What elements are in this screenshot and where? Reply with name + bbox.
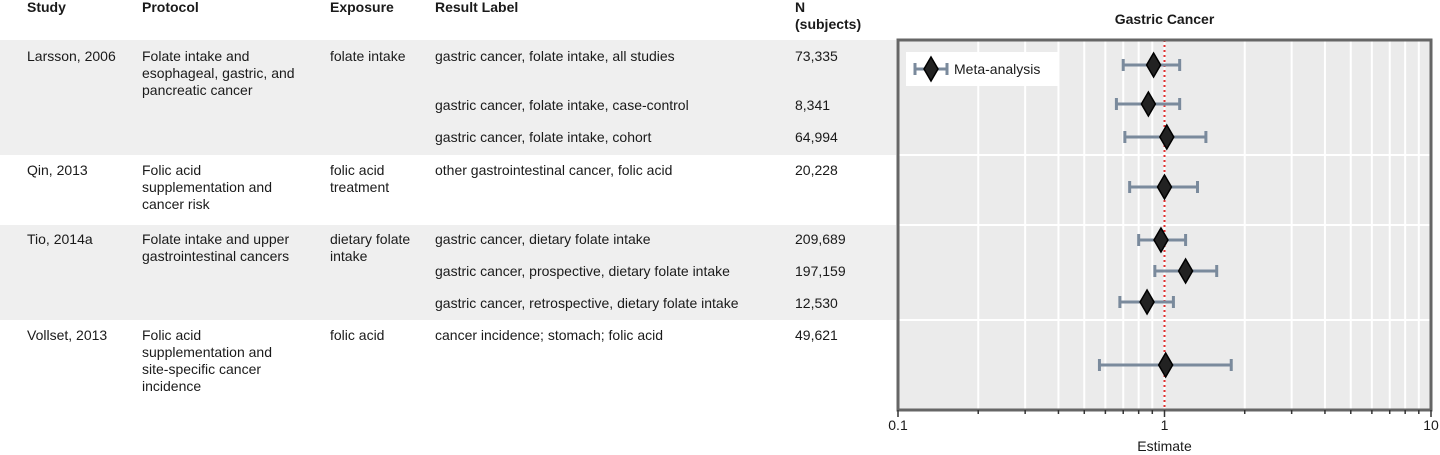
cell-protocol: Folic acid supplementation and cancer ri… (142, 162, 272, 212)
cell-result-label: other gastrointestinal cancer, folic aci… (435, 162, 673, 178)
cell-protocol: Folic acid supplementation and site-spec… (142, 327, 272, 394)
cell-result-label: gastric cancer, prospective, dietary fol… (435, 263, 730, 279)
cell-study: Tio, 2014a (27, 231, 93, 247)
cell-n: 20,228 (795, 162, 838, 178)
cell-protocol: Folate intake and upper gastrointestinal… (142, 231, 290, 264)
chart-title: Gastric Cancer (1115, 11, 1215, 27)
cell-n: 8,341 (795, 97, 831, 113)
cell-n: 12,530 (795, 295, 838, 311)
x-axis-title: Estimate (1137, 438, 1192, 454)
header-result-label: Result Label (435, 0, 519, 15)
cell-result-label: gastric cancer, folate intake, cohort (435, 129, 652, 145)
cell-exposure: folic acid treatment (330, 162, 390, 195)
cell-n: 197,159 (795, 263, 846, 279)
cell-result-label: gastric cancer, folate intake, all studi… (435, 48, 675, 64)
estimate-diamond-marker (1145, 51, 1162, 79)
cell-study: Qin, 2013 (27, 162, 88, 178)
header-n: N (subjects) (795, 0, 862, 32)
row-band (0, 40, 896, 155)
estimate-diamond-marker (1158, 123, 1175, 151)
estimate-diamond-marker (1139, 288, 1155, 316)
header-study: Study (27, 0, 66, 15)
cell-study: Vollset, 2013 (27, 327, 108, 343)
cell-n: 49,621 (795, 327, 838, 343)
header-exposure: Exposure (330, 0, 394, 15)
estimate-diamond-marker (1157, 351, 1174, 379)
cell-n: 209,689 (795, 231, 846, 247)
x-tick-label: 1 (1161, 417, 1169, 433)
cell-result-label: gastric cancer, folate intake, case-cont… (435, 97, 689, 113)
cell-result-label: cancer incidence; stomach; folic acid (435, 327, 663, 343)
estimate-diamond-marker (1177, 257, 1194, 285)
cell-exposure: folate intake (330, 48, 406, 64)
cell-exposure: folic acid (330, 327, 385, 343)
legend-label: Meta-analysis (954, 61, 1040, 77)
row-band (0, 225, 896, 320)
header-protocol: Protocol (142, 0, 199, 15)
cell-protocol: Folate intake and esophageal, gastric, a… (142, 48, 295, 98)
cell-n: 73,335 (795, 48, 838, 64)
x-tick-label: 10 (1423, 417, 1439, 433)
cell-result-label: gastric cancer, dietary folate intake (435, 231, 651, 247)
x-tick-label: 0.1 (888, 417, 908, 433)
estimate-diamond-marker (1140, 90, 1157, 118)
cell-n: 64,994 (795, 129, 838, 145)
estimate-diamond-marker (1153, 226, 1169, 254)
legend-diamond-marker (923, 55, 939, 83)
cell-result-label: gastric cancer, retrospective, dietary f… (435, 295, 739, 311)
cell-study: Larsson, 2006 (27, 48, 116, 64)
cell-exposure: dietary folate intake (330, 231, 411, 264)
estimate-diamond-marker (1156, 173, 1173, 201)
